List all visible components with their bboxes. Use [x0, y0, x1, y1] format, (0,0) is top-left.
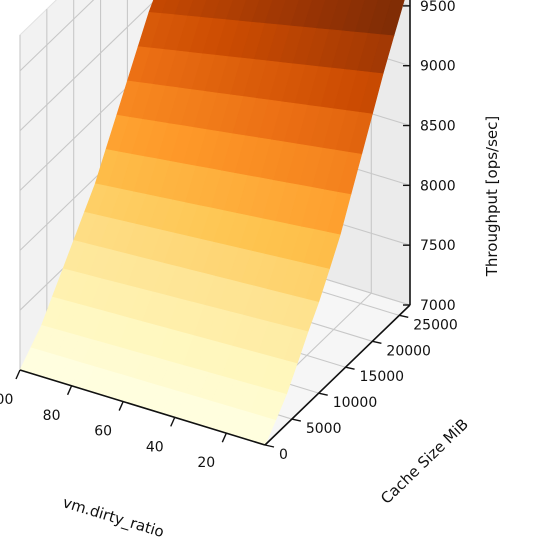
y-tick-label: 10000: [333, 395, 378, 411]
y-tick-mark: [345, 366, 355, 370]
z-axis-label: Throughput [ops/sec]: [483, 116, 501, 277]
x-tick-label: 80: [43, 408, 61, 424]
surface-plot: [19, 0, 405, 446]
x-tick-label: 40: [146, 439, 164, 455]
grid-line-z: [19, 0, 157, 132]
x-axis-label: vm.dirty_ratio: [60, 493, 166, 542]
y-tick-mark: [372, 340, 382, 344]
x-axis-ticks: 20 40 60 80 100: [0, 369, 227, 471]
x-tick-label: 100: [0, 392, 13, 408]
x-axis-line: [19, 369, 266, 446]
z-tick-label: 7500: [420, 238, 456, 254]
grid-line-z: [19, 0, 95, 72]
z-tick-label: 8000: [420, 178, 456, 194]
z-tick-label: 9000: [420, 59, 456, 75]
y-axis-label: Cache Size MiB: [377, 415, 472, 507]
y-tick-label: 15000: [360, 369, 405, 385]
y-axis-ticks: 0 5000 10000 15000 20000 25000: [264, 314, 458, 463]
x-tick-mark: [15, 369, 21, 380]
x-tick-mark: [118, 401, 124, 411]
y-tick-mark: [291, 418, 302, 422]
y-tick-mark: [318, 392, 328, 396]
x-tick-mark: [66, 385, 73, 396]
z-axis-ticks: 7000 7500 8000 8500 9000 9500: [403, 0, 456, 314]
y-tick-mark: [399, 314, 409, 319]
x-tick-label: 20: [197, 455, 215, 471]
y-tick-label: 5000: [306, 421, 342, 437]
x-tick-mark: [170, 417, 176, 427]
y-axis-line: [264, 304, 411, 446]
y-tick-label: 25000: [413, 317, 458, 333]
z-tick-label: 7000: [420, 298, 456, 314]
z-tick-label: 9500: [420, 0, 456, 15]
y-tick-label: 20000: [386, 343, 431, 359]
x-tick-mark: [221, 432, 227, 443]
z-tick-label: 8500: [420, 119, 456, 135]
y-tick-label: 0: [279, 447, 288, 463]
y-tick-mark: [264, 444, 275, 448]
axis-lines: [19, 0, 411, 446]
x-tick-label: 60: [94, 424, 112, 440]
